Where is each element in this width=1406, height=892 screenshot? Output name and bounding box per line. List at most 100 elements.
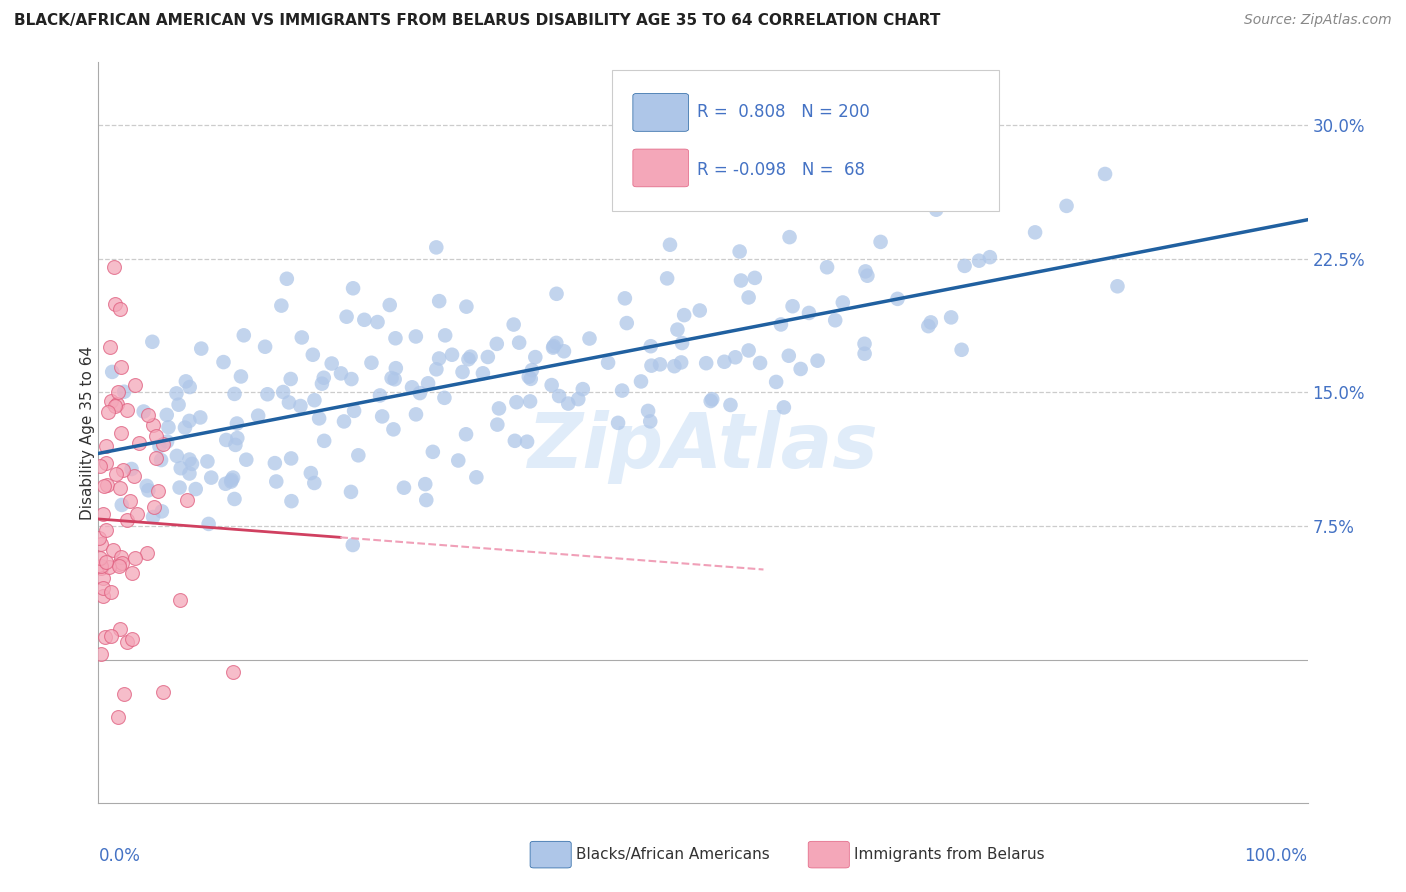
Point xyxy=(655,271,678,285)
Point xyxy=(728,244,751,259)
Point xyxy=(457,352,479,367)
Point xyxy=(546,335,568,350)
Point xyxy=(920,315,942,329)
Text: ZipAtlas: ZipAtlas xyxy=(527,410,879,484)
Point xyxy=(104,399,127,413)
Point xyxy=(553,344,575,359)
Point xyxy=(456,300,478,314)
Point xyxy=(110,481,132,495)
Point xyxy=(427,351,450,366)
Point xyxy=(184,482,207,496)
Point xyxy=(105,467,128,482)
Point xyxy=(381,371,404,385)
Point xyxy=(425,240,447,254)
Point xyxy=(148,439,170,453)
Point xyxy=(869,235,891,249)
Point xyxy=(96,405,118,419)
Point xyxy=(97,811,120,825)
Point xyxy=(610,384,633,398)
Point xyxy=(815,260,838,275)
Point xyxy=(270,299,292,313)
Point xyxy=(142,418,165,433)
Point xyxy=(299,466,322,480)
Point xyxy=(118,494,141,508)
Point xyxy=(342,538,364,552)
Point xyxy=(797,306,820,320)
Point xyxy=(170,461,193,475)
Point xyxy=(98,340,121,354)
Point xyxy=(671,336,693,351)
Point xyxy=(637,404,659,418)
Point xyxy=(502,318,524,332)
Point xyxy=(917,319,939,334)
Point xyxy=(90,536,112,550)
Point xyxy=(156,434,179,449)
Point xyxy=(578,332,600,346)
Point xyxy=(638,414,661,428)
Point xyxy=(666,323,689,337)
Point xyxy=(347,448,370,462)
Point xyxy=(166,449,188,463)
Point xyxy=(115,513,138,527)
Point xyxy=(308,411,330,425)
Text: R = -0.098   N =  68: R = -0.098 N = 68 xyxy=(697,161,865,178)
Point xyxy=(648,357,671,371)
Point xyxy=(659,237,682,252)
Point xyxy=(222,470,245,484)
Point xyxy=(181,457,204,471)
Point xyxy=(378,298,401,312)
Point xyxy=(91,589,114,603)
Point xyxy=(145,428,167,442)
Point xyxy=(340,372,363,386)
Point xyxy=(765,375,787,389)
Point xyxy=(409,386,432,401)
Point xyxy=(112,463,135,477)
Point xyxy=(304,475,326,490)
Point xyxy=(384,372,406,386)
Point xyxy=(110,425,132,440)
Point xyxy=(93,581,115,595)
Point xyxy=(101,542,124,557)
Point xyxy=(304,393,326,408)
Point xyxy=(197,454,219,468)
Point xyxy=(124,550,146,565)
Point xyxy=(340,484,363,499)
Point xyxy=(110,549,132,564)
Point xyxy=(572,382,595,396)
Point xyxy=(769,318,792,332)
Point xyxy=(979,250,1001,264)
Point xyxy=(368,388,391,402)
Point xyxy=(939,310,962,325)
Point xyxy=(124,377,146,392)
Point xyxy=(290,399,312,413)
Point xyxy=(460,350,482,364)
Point xyxy=(132,404,155,418)
Point xyxy=(291,330,314,344)
Point xyxy=(434,328,457,343)
Point xyxy=(1094,167,1116,181)
Point xyxy=(112,687,135,701)
Point xyxy=(488,401,510,416)
Point xyxy=(567,392,589,406)
Point xyxy=(856,268,879,283)
Point xyxy=(471,366,494,380)
Point xyxy=(508,335,530,350)
Point xyxy=(214,476,236,491)
Text: 100.0%: 100.0% xyxy=(1244,847,1308,865)
FancyBboxPatch shape xyxy=(808,841,849,868)
Point xyxy=(224,438,246,452)
Point xyxy=(392,481,415,495)
Point xyxy=(782,299,804,313)
Point xyxy=(477,350,499,364)
Point xyxy=(630,375,652,389)
Point xyxy=(454,427,477,442)
Point xyxy=(136,546,159,560)
Point xyxy=(280,451,302,466)
Point xyxy=(107,559,129,574)
Point xyxy=(167,398,190,412)
Point xyxy=(524,350,547,364)
Point xyxy=(953,259,976,273)
Point xyxy=(91,571,114,585)
Point xyxy=(90,561,112,575)
FancyBboxPatch shape xyxy=(613,70,1000,211)
